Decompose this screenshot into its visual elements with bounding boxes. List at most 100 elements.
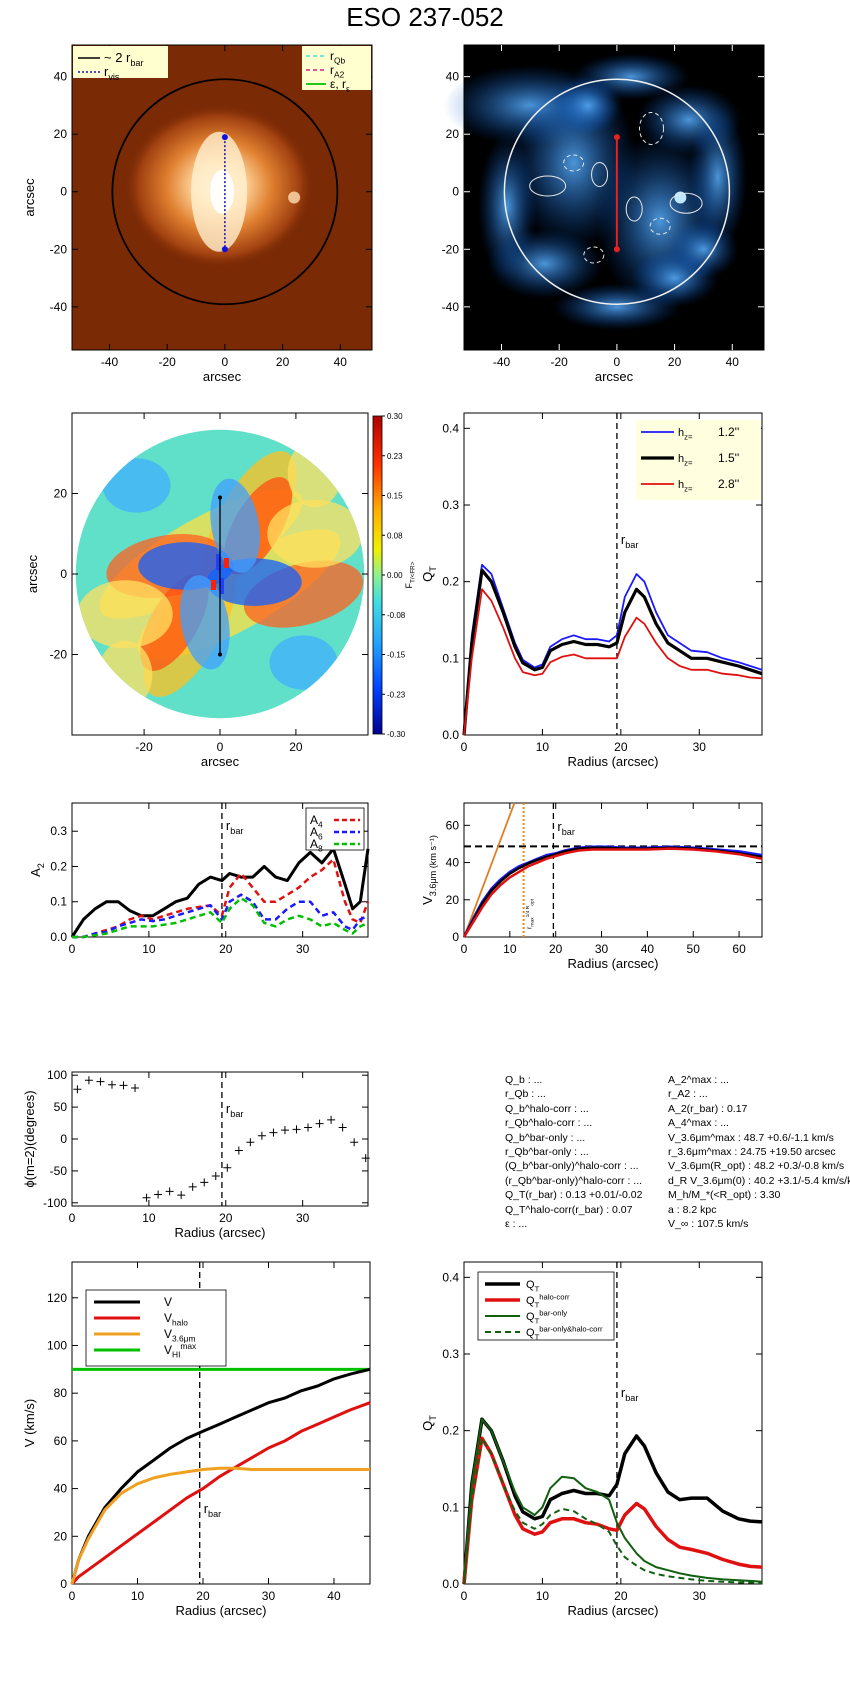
rvis-dot (221, 246, 228, 253)
y-tick-label: 0 (452, 185, 459, 199)
y-tick-label: 20 (446, 127, 460, 141)
y-axis-label: QT (420, 566, 438, 582)
text-span: T (428, 566, 438, 572)
x-axis-label: arcsec (201, 754, 240, 769)
x-tick-label: 0 (69, 1211, 76, 1225)
phase-marker (177, 1191, 186, 1200)
rvis-dot (221, 134, 228, 141)
y-tick-label: 0.0 (442, 1577, 459, 1591)
text-span: r (621, 532, 626, 547)
info-line: r_3.6μm^max : 24.75 +19.50 arcsec (668, 1145, 836, 1158)
text-span: 8 (318, 844, 323, 854)
info-line: a : 8.2 kpc (668, 1203, 717, 1216)
figure-title: ESO 237-052 (346, 2, 504, 32)
y-tick-label: -20 (442, 242, 460, 256)
phase-marker (107, 1080, 116, 1089)
core-minus (220, 578, 224, 594)
x-axis-label: arcsec (203, 369, 242, 384)
amplitude-series-line (72, 858, 370, 939)
galaxy-core (210, 169, 234, 214)
phase-marker (200, 1178, 209, 1187)
y-tick-label: 20 (54, 1529, 68, 1543)
x-tick-label: 40 (334, 355, 348, 369)
text-span: z= (684, 432, 693, 441)
y-tick-label: 120 (47, 1291, 67, 1305)
bar-dot (218, 495, 222, 500)
info-block-right: A_2^max : ... r_A2 : ... A_2(r_bar) : 0.… (668, 1073, 850, 1231)
x-tick-label: 0 (461, 1589, 468, 1603)
info-line: r_Qb^halo-corr : ... (505, 1117, 593, 1130)
text-span: bar (562, 827, 575, 837)
x-axis-label: Radius (arcsec) (567, 754, 658, 769)
colorbar-tick-label: 0.15 (387, 492, 403, 501)
bar-dot (218, 652, 222, 657)
force-blob (179, 575, 230, 670)
y-tick-label: -100 (43, 1196, 67, 1210)
text-span: r (104, 64, 109, 79)
colorbar-tick-label: -0.30 (387, 730, 406, 739)
x-tick-label: 0 (461, 740, 468, 754)
info-block-left: Q_b : ... r_Qb : ... Q_b^halo-corr : ...… (505, 1073, 642, 1231)
text-span: r (557, 819, 562, 834)
text-span: ~ 2 r (104, 50, 131, 65)
amplitude-series-line (72, 893, 369, 939)
rbar-label: rbar (557, 819, 575, 837)
contour (591, 161, 609, 187)
text-span: vis (108, 72, 120, 82)
text-span: h (678, 427, 684, 439)
info-line: M_h/M_*(<R_opt) : 3.30 (668, 1189, 781, 1202)
legend-label: 2.8'' (718, 477, 739, 491)
y-tick-label: 0.0 (442, 728, 459, 742)
text-span: 3.6μm (172, 1334, 195, 1344)
x-tick-label: 40 (726, 355, 740, 369)
y-axis-label: arcsec (25, 554, 40, 593)
contour (529, 175, 567, 197)
x-tick-label: 20 (219, 942, 233, 956)
info-line: r_A2 : ... (668, 1088, 708, 1101)
axes-frame (71, 44, 373, 351)
text-span: A (310, 813, 318, 827)
force-blob (97, 640, 153, 709)
y-tick-label: 0.2 (442, 1424, 459, 1438)
y-tick-label: 0 (60, 185, 67, 199)
colorbar (372, 415, 383, 735)
text-span: max (531, 917, 536, 927)
text-span: Q (420, 1421, 435, 1431)
text-span: opt (530, 898, 536, 905)
panel-residual-image: -40 -20 0 20 40 -40 -20 0 20 40 arcsec (442, 44, 765, 384)
y-tick-label: 0.1 (442, 1500, 459, 1514)
rbar-label: rbar (226, 818, 244, 836)
residual-blob (688, 104, 747, 250)
text-span: Q (420, 572, 435, 582)
text-span: bar (625, 1393, 638, 1403)
x-tick-label: 10 (131, 1589, 145, 1603)
x-tick-label: 50 (687, 942, 701, 956)
info-line: Q_b^bar-only : ... (505, 1131, 586, 1144)
text-span: bar (230, 1109, 243, 1119)
legend-prefix: hz= (678, 427, 693, 441)
panel-force-map: -20 0 20 -20 0 20 arcsec arcsec 0.30 0.23 0.15 0.08… (25, 412, 417, 769)
hii-knot (288, 191, 301, 204)
force-blob (210, 478, 261, 573)
text-span: bar-only&halo-corr (539, 1325, 603, 1334)
text-span: T (535, 1300, 540, 1309)
text-span: halo-corr (539, 1293, 570, 1302)
legend-box (636, 420, 761, 500)
phase-marker (327, 1115, 336, 1124)
phase-marker (165, 1187, 174, 1196)
colorbar-tick-label: -0.08 (387, 611, 406, 620)
panel-rotation-curve: 0 10 20 30 40 50 60 0 20 40 60 Radius (arcsec) V3.6μ… (420, 802, 763, 971)
rmax-label: rmax1/4 Ropt (525, 898, 536, 929)
info-line: d_R V_3.6μm(0) : 40.2 +3.1/-5.4 km/s/kpc (668, 1174, 850, 1187)
text-span: ε, r (330, 77, 346, 91)
axes-frame (463, 412, 763, 736)
text-span: Q (526, 1295, 535, 1307)
y-tick-label: 0.1 (50, 895, 67, 909)
text-span: V (164, 1327, 172, 1341)
x-tick-label: 30 (693, 1589, 707, 1603)
core-plus (224, 558, 229, 568)
axes-frame (463, 1261, 763, 1585)
y-tick-label: -40 (442, 300, 460, 314)
